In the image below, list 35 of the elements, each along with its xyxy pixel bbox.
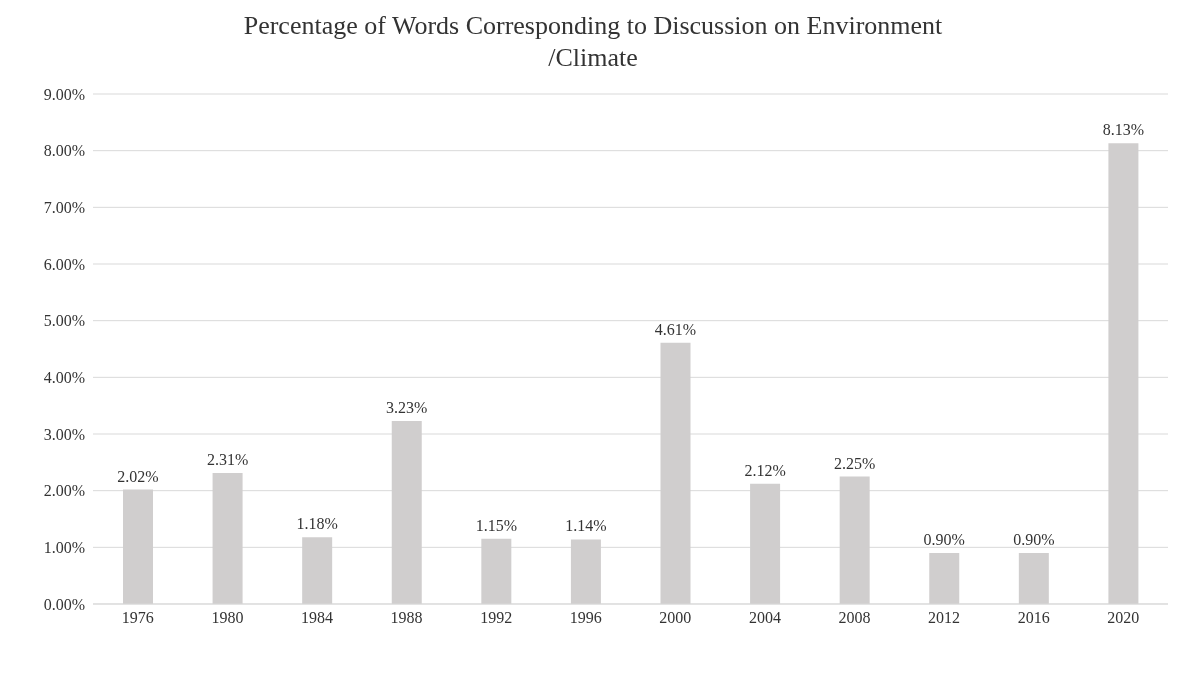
data-label: 2.31% (206, 451, 249, 469)
x-tick-label: 1988 (390, 609, 423, 627)
x-tick-label: 2008 (838, 609, 871, 627)
y-tick-label: 4.00% (43, 369, 85, 387)
x-tick-label: 1984 (300, 609, 333, 627)
chart-title: Percentage of Words Corresponding to Discussion on Environment /Climate (242, 10, 944, 74)
x-tick-label: 2000 (659, 609, 692, 627)
y-tick-label: 0.00% (43, 595, 85, 613)
y-tick-label: 2.00% (43, 482, 85, 500)
data-label: 0.90% (923, 531, 965, 548)
data-label: 1.15% (475, 516, 517, 534)
y-tick-label: 8.00% (43, 142, 85, 160)
y-tick-label: 6.00% (43, 255, 85, 273)
data-label: 0.90% (1013, 531, 1055, 548)
y-tick-label: 5.00% (43, 312, 85, 330)
data-label: 2.02% (117, 467, 159, 485)
x-tick-label: 2012 (928, 609, 961, 627)
data-label: 1.18% (296, 515, 338, 533)
x-tick-label: 1992 (480, 609, 513, 627)
y-tick-label: 3.00% (43, 425, 85, 443)
data-label: 1.14% (565, 517, 607, 535)
data-label: 2.12% (744, 461, 786, 479)
data-label: 8.13% (1102, 121, 1145, 139)
y-tick-label: 9.00% (43, 85, 85, 103)
x-tick-label: 1980 (211, 609, 244, 627)
x-tick-label: 1996 (569, 609, 602, 627)
data-label: 2.25% (834, 454, 876, 472)
x-tick-label: 1976 (121, 609, 154, 627)
x-tick-label: 2004 (748, 609, 781, 627)
x-tick-label: 2016 (1017, 609, 1050, 627)
y-tick-label: 7.00% (43, 199, 85, 217)
y-tick-label: 1.00% (43, 539, 85, 557)
data-label: 3.23% (386, 398, 428, 416)
x-tick-label: 2020 (1107, 609, 1140, 627)
data-label: 4.61% (654, 320, 697, 338)
